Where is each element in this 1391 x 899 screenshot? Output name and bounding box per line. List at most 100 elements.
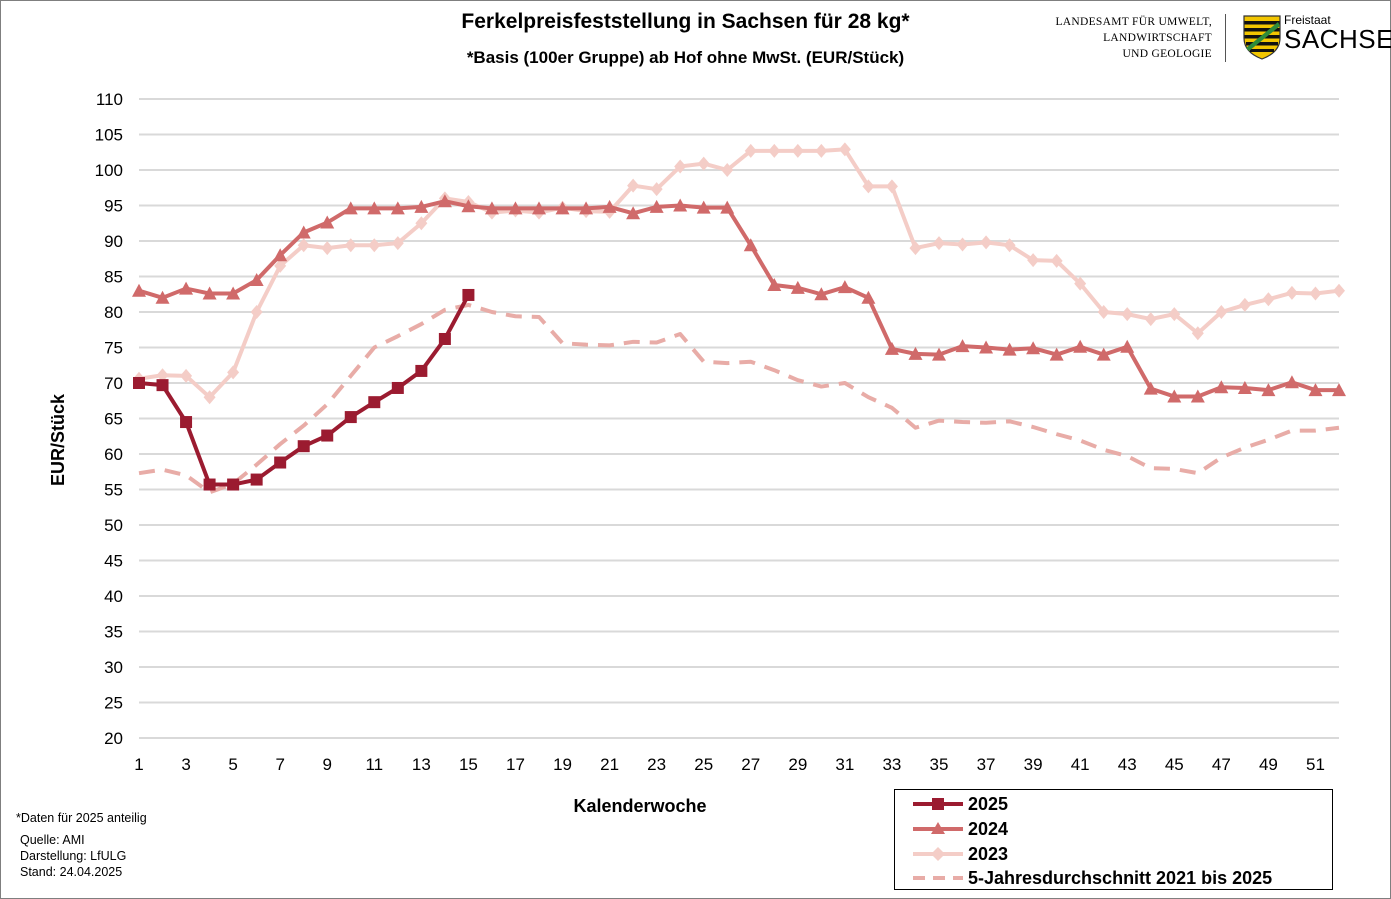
data-point — [980, 235, 993, 250]
data-point — [744, 143, 757, 158]
data-point — [673, 198, 688, 212]
data-point — [1050, 253, 1063, 268]
x-tick-label: 37 — [977, 755, 996, 774]
data-point — [391, 381, 404, 394]
x-tick-label: 9 — [323, 755, 332, 774]
y-tick-label: 50 — [104, 516, 123, 535]
data-point — [602, 199, 617, 213]
series-line — [138, 302, 1340, 495]
y-tick-label: 25 — [104, 694, 123, 713]
data-point — [1309, 286, 1322, 301]
x-tick-label: 19 — [553, 755, 572, 774]
data-point — [1262, 292, 1275, 307]
data-point — [1308, 383, 1323, 397]
y-tick-label: 65 — [104, 410, 123, 429]
data-point — [933, 236, 945, 251]
data-point — [1002, 342, 1017, 356]
y-tick-label: 55 — [104, 481, 123, 500]
data-point — [1074, 276, 1087, 291]
note-as-of: Stand: 24.04.2025 — [20, 865, 123, 879]
data-point — [321, 429, 334, 442]
data-point — [1191, 326, 1204, 341]
agency-line-3: UND GEOLOGIE — [1122, 48, 1212, 60]
data-point — [908, 346, 923, 360]
legend-symbol-average — [913, 876, 963, 880]
legend-label-average: 5-Jahresdurchschnitt 2021 bis 2025 — [968, 868, 1273, 888]
gridlines — [139, 98, 1339, 739]
data-point — [250, 473, 263, 486]
data-point — [132, 283, 146, 297]
data-point — [1332, 383, 1346, 397]
y-tick-label: 60 — [104, 445, 123, 464]
data-point — [344, 238, 357, 253]
data-point — [721, 163, 734, 177]
chart-subtitle: *Basis (100er Gruppe) ab Hof ohne MwSt. … — [466, 48, 905, 67]
data-point — [790, 280, 805, 294]
state-label-big: SACHSEN — [1284, 24, 1391, 54]
data-point — [814, 287, 829, 301]
x-tick-label: 27 — [741, 755, 760, 774]
data-point — [133, 377, 145, 389]
y-axis-ticks: 20 25 30 35 40 45 50 55 60 65 70 75 80 85 90 95 100 105 11… — [95, 90, 123, 748]
data-point — [884, 341, 899, 355]
data-point — [861, 290, 876, 304]
data-point — [179, 281, 194, 295]
chart-title: Ferkelpreisfeststellung in Sachsen für 2… — [461, 10, 910, 33]
x-tick-label: 49 — [1259, 755, 1278, 774]
x-tick-label: 43 — [1118, 755, 1137, 774]
data-point — [1167, 389, 1182, 403]
y-tick-label: 45 — [104, 552, 123, 571]
data-point — [1168, 307, 1181, 322]
data-point — [343, 201, 358, 215]
data-point — [579, 201, 594, 215]
y-tick-label: 85 — [104, 268, 123, 287]
data-point — [274, 456, 287, 469]
legend: 2025 2024 2023 5-Jahresdurchschnitt 2021… — [894, 789, 1333, 890]
x-tick-label: 15 — [459, 755, 478, 774]
data-point — [1096, 347, 1111, 361]
y-tick-label: 90 — [104, 232, 123, 251]
data-point — [674, 159, 687, 174]
y-tick-label: 70 — [104, 374, 123, 393]
x-tick-label: 25 — [694, 755, 713, 774]
data-point — [438, 332, 451, 345]
x-axis-ticks: 1 3 5 7 9 11 13 15 17 19 21 23 25 27 29 31 33 35 37 39 41 43 4… — [134, 755, 1325, 774]
data-point — [979, 340, 994, 354]
x-tick-label: 33 — [882, 755, 901, 774]
data-point — [249, 273, 264, 287]
y-tick-label: 75 — [104, 339, 123, 358]
y-axis-label: EUR/Stück — [48, 393, 68, 486]
x-tick-label: 35 — [930, 755, 949, 774]
data-point — [956, 237, 969, 252]
data-point — [180, 368, 193, 383]
data-point — [696, 200, 711, 214]
data-point — [367, 201, 382, 215]
data-point — [415, 364, 428, 377]
legend-item-2024: 2024 — [903, 817, 1323, 841]
note-source: Quelle: AMI — [20, 833, 85, 847]
data-point — [838, 142, 851, 157]
y-tick-label: 100 — [95, 161, 123, 180]
data-point — [837, 280, 852, 294]
data-point — [1027, 253, 1040, 268]
saxony-coat-of-arms-icon — [1243, 15, 1281, 60]
data-point — [791, 143, 804, 158]
data-point — [909, 241, 922, 256]
x-tick-label: 1 — [134, 755, 143, 774]
legend-label-2025: 2025 — [968, 794, 1009, 814]
state-label-small: Freistaat — [1284, 13, 1331, 27]
x-tick-label: 5 — [228, 755, 237, 774]
data-point — [1097, 305, 1110, 319]
data-point — [1237, 380, 1252, 394]
data-point — [508, 201, 523, 215]
data-point — [955, 339, 970, 353]
x-tick-label: 21 — [600, 755, 619, 774]
data-point — [1333, 283, 1345, 298]
y-tick-label: 110 — [96, 90, 123, 109]
data-point — [649, 199, 664, 213]
note-made-by: Darstellung: LfULG — [20, 849, 127, 863]
data-point — [1049, 347, 1064, 361]
data-point — [297, 238, 310, 253]
legend-item-average: 5-Jahresdurchschnitt 2021 bis 2025 — [903, 866, 1323, 890]
